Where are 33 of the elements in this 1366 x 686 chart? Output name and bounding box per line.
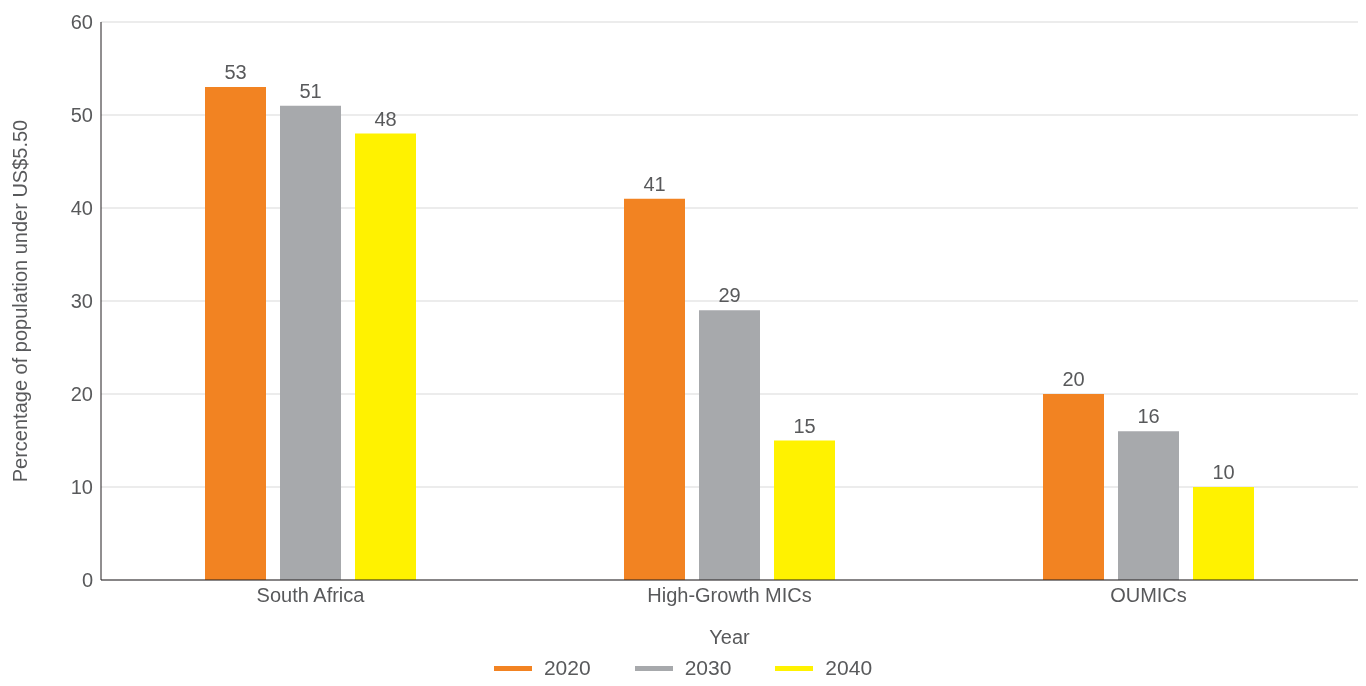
y-tick-label: 30 [70, 290, 93, 313]
bar [1043, 394, 1104, 580]
y-tick-label: 10 [70, 476, 93, 499]
y-tick-label: 20 [70, 383, 93, 406]
y-tick-label: 40 [70, 197, 93, 220]
legend-label: 2020 [543, 656, 591, 680]
bar [1118, 431, 1179, 580]
data-label: 41 [643, 172, 666, 195]
legend-label: 2040 [825, 656, 873, 680]
x-tick-label: High-Growth MICs [647, 584, 812, 607]
data-label: 48 [374, 107, 397, 130]
y-tick-label: 0 [81, 569, 93, 592]
data-label: 16 [1137, 405, 1160, 428]
x-tick-label: OUMICs [1110, 584, 1187, 607]
bar [774, 440, 835, 580]
data-label: 20 [1062, 368, 1085, 390]
x-axis-title: Year [709, 626, 751, 648]
bar [1193, 487, 1254, 580]
y-tick-label: 50 [70, 104, 93, 127]
y-tick-label: 60 [70, 11, 93, 34]
bar [205, 87, 266, 580]
data-label: 10 [1212, 461, 1235, 483]
data-label: 15 [793, 414, 816, 437]
legend-label: 2030 [684, 656, 732, 680]
bar [699, 310, 760, 580]
data-label: 29 [718, 284, 741, 307]
bar [355, 133, 416, 580]
bar [624, 198, 685, 580]
data-label: 51 [299, 79, 322, 102]
x-tick-label: South Africa [256, 584, 366, 607]
y-axis-title: Percentage of population under US$5.50 [9, 119, 32, 483]
bar [280, 105, 341, 580]
data-label: 53 [224, 61, 247, 84]
